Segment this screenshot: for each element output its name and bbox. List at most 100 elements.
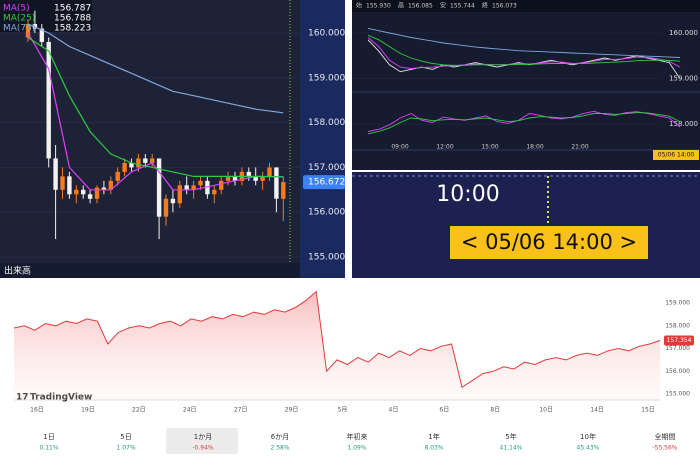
x-tick-label: 16日	[30, 407, 44, 414]
selected-period-bg	[166, 428, 238, 454]
candle-body	[53, 158, 58, 190]
candle-body	[219, 180, 224, 190]
header-text: 156.073	[492, 3, 517, 10]
y-tick-label: 159.000	[308, 73, 345, 83]
y-tick-label: 155.000	[308, 252, 345, 262]
period-label[interactable]: 年初来	[347, 432, 368, 441]
volume-label: 出来高	[4, 265, 31, 277]
candle-body	[101, 187, 107, 190]
price-line	[367, 34, 681, 66]
candle-body	[274, 167, 279, 199]
y-tick-label: 157.000	[665, 345, 690, 352]
period-label[interactable]: 6か月	[271, 433, 289, 441]
legend-bg	[0, 0, 92, 32]
volume-bg	[0, 263, 300, 278]
period-label[interactable]: 全期間	[655, 432, 676, 441]
cursor-label: 05/06 14:00	[658, 152, 695, 159]
candle-body	[246, 171, 251, 177]
y-tick-label: 158.000	[665, 322, 690, 329]
candle-body	[108, 180, 113, 190]
candle-body	[205, 180, 210, 195]
y-tick-label: 160.000	[669, 29, 698, 37]
x-tick-label: 14日	[590, 407, 604, 414]
header-text: 155.744	[450, 3, 475, 10]
area-line	[13, 290, 661, 389]
x-tick-label: 29日	[285, 407, 299, 414]
candle-body	[177, 185, 182, 204]
price-line	[367, 27, 681, 58]
legend-name: MA(75)	[3, 24, 35, 34]
oscillator-line	[367, 112, 681, 135]
axis-bg	[300, 0, 345, 278]
candle-body	[163, 198, 169, 217]
last-tag	[664, 335, 694, 346]
x-tick-label: 18:00	[526, 144, 543, 151]
plot-bg	[0, 0, 300, 263]
candle-body	[253, 176, 258, 181]
legend-value: 158.223	[54, 24, 91, 34]
period-label[interactable]: 1か月	[194, 433, 212, 441]
legend-name: MA(5)	[3, 4, 30, 14]
legend-name: MA(25)	[3, 14, 35, 24]
header-text: 高	[398, 2, 404, 10]
candle-body	[225, 176, 231, 181]
candle-body	[184, 185, 189, 190]
candle-body	[87, 194, 93, 199]
period-label[interactable]: 1日	[43, 433, 54, 441]
header-text: 終	[482, 2, 488, 10]
candle-body	[81, 189, 86, 195]
period-change: 41.14%	[500, 445, 523, 452]
candle-body	[60, 176, 65, 190]
legend-value: 156.787	[54, 4, 91, 14]
zoom-selected[interactable]: < 05/06 14:00 >	[461, 230, 637, 254]
x-tick-label: 5月	[338, 407, 348, 414]
period-change: -0.94%	[192, 445, 214, 452]
x-tick-label: 21:00	[571, 144, 588, 151]
zoom-bg	[352, 172, 700, 278]
header-text: 155.930	[366, 3, 391, 10]
x-tick-label: 09:00	[391, 144, 408, 151]
period-label[interactable]: 5日	[120, 433, 131, 441]
y-tick-label: 159.000	[665, 299, 690, 306]
price-line	[367, 37, 681, 69]
y-tick-label: 159.000	[669, 74, 698, 82]
candle-body	[198, 180, 203, 186]
period-change: 2.58%	[270, 445, 289, 452]
candle-body	[191, 185, 196, 190]
candle-body	[150, 158, 155, 163]
y-tick-label: 157.000	[308, 163, 345, 173]
candle-body	[25, 24, 31, 38]
candle-body	[156, 158, 162, 217]
period-label[interactable]: 1年	[428, 432, 439, 441]
candle-body	[136, 158, 141, 168]
period-change: 45.43%	[577, 445, 600, 452]
last-tag-label: 157.354	[667, 337, 692, 344]
price-tag	[303, 175, 345, 190]
y-tick-label: 156.000	[665, 368, 690, 375]
mini-chart-bg	[352, 0, 700, 170]
candle-body	[46, 41, 51, 159]
candle-body	[170, 198, 176, 204]
period-label[interactable]: 10年	[580, 432, 596, 441]
ma-line	[27, 32, 284, 191]
x-tick-label: 15:00	[481, 144, 498, 151]
zoom-time: 10:00	[436, 182, 499, 207]
x-tick-label: 15日	[641, 407, 655, 414]
candle-body	[143, 158, 148, 163]
x-tick-label: 4日	[389, 407, 399, 414]
candle-body	[94, 187, 100, 199]
header-text: 156.085	[408, 3, 433, 10]
candle-body	[67, 176, 72, 195]
x-tick-label: 22日	[132, 407, 146, 414]
period-label[interactable]: 5年	[505, 432, 516, 441]
period-change: 1.07%	[116, 445, 135, 452]
y-tick-label: 160.000	[308, 29, 345, 39]
candle-body	[32, 24, 38, 29]
x-tick-label: 12:00	[436, 144, 453, 151]
candle-body	[115, 171, 120, 181]
y-tick-label: 156.000	[308, 208, 345, 218]
y-tick-label: 155.000	[665, 391, 690, 398]
price-tag-label: 156.672	[308, 178, 345, 188]
period-change: -55.56%	[652, 445, 677, 452]
